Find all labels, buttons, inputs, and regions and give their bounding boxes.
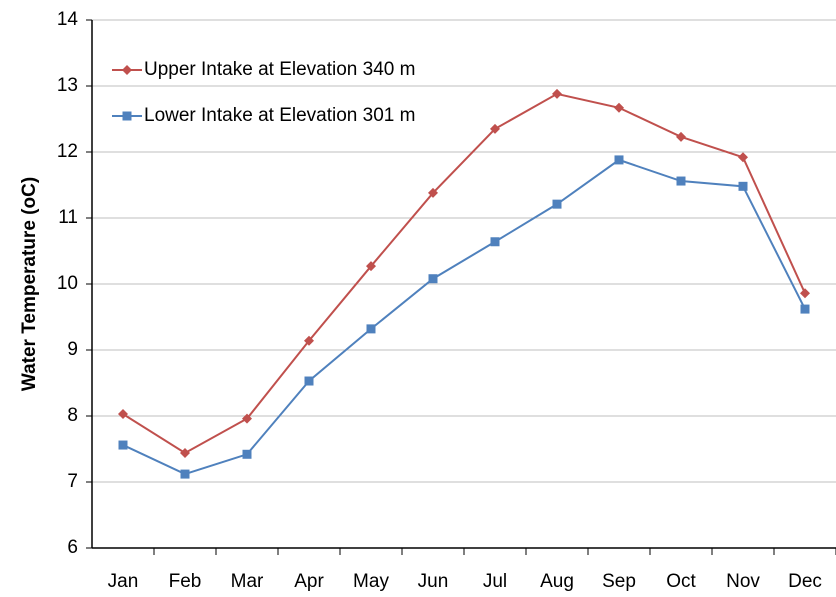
y-tick-label: 11 xyxy=(58,207,78,228)
y-tick-label: 9 xyxy=(67,339,78,360)
x-tick-label: Dec xyxy=(788,571,822,592)
marker xyxy=(242,413,252,424)
marker xyxy=(180,469,190,479)
marker xyxy=(738,181,748,191)
legend-marker xyxy=(122,111,132,121)
series-line xyxy=(122,158,806,476)
marker xyxy=(304,376,314,386)
legend-label: Lower Intake at Elevation 301 m xyxy=(144,105,415,126)
marker xyxy=(428,274,438,284)
x-tick-label: Sep xyxy=(602,571,636,592)
marker xyxy=(366,324,376,334)
x-tick-label: Oct xyxy=(666,571,696,592)
marker xyxy=(614,102,624,113)
x-tick-label: Jul xyxy=(483,571,507,592)
marker xyxy=(428,187,438,198)
series-line xyxy=(122,92,806,455)
marker xyxy=(180,447,190,458)
x-tick-label: Mar xyxy=(231,571,264,592)
x-tick-label: May xyxy=(353,571,389,592)
y-tick-label: 13 xyxy=(57,75,78,96)
y-tick-label: 10 xyxy=(57,273,78,294)
marker xyxy=(366,261,376,272)
x-tick-label: Feb xyxy=(169,571,202,592)
y-tick-label: 7 xyxy=(67,471,78,492)
marker xyxy=(738,152,748,163)
marker xyxy=(676,176,686,186)
y-tick-label: 6 xyxy=(67,537,78,558)
legend-label: Upper Intake at Elevation 340 m xyxy=(144,59,415,80)
y-tick-label: 14 xyxy=(57,9,79,30)
marker xyxy=(800,288,810,299)
y-axis-label: Water Temperature (oC) xyxy=(19,177,40,391)
marker xyxy=(800,304,810,314)
marker xyxy=(490,123,500,134)
marker xyxy=(304,335,314,346)
marker xyxy=(614,155,624,165)
marker xyxy=(118,409,128,420)
x-tick-label: Jan xyxy=(108,571,139,592)
legend-marker xyxy=(122,65,132,75)
marker xyxy=(118,440,128,450)
marker xyxy=(552,199,562,209)
x-tick-label: Apr xyxy=(294,571,324,592)
marker xyxy=(552,88,562,99)
x-tick-label: Aug xyxy=(540,571,574,592)
marker xyxy=(490,237,500,247)
x-tick-label: Nov xyxy=(726,571,760,592)
y-tick-label: 12 xyxy=(57,141,78,162)
marker xyxy=(676,131,686,142)
marker xyxy=(242,449,252,459)
y-tick-label: 8 xyxy=(67,405,78,426)
x-tick-label: Jun xyxy=(418,571,449,592)
